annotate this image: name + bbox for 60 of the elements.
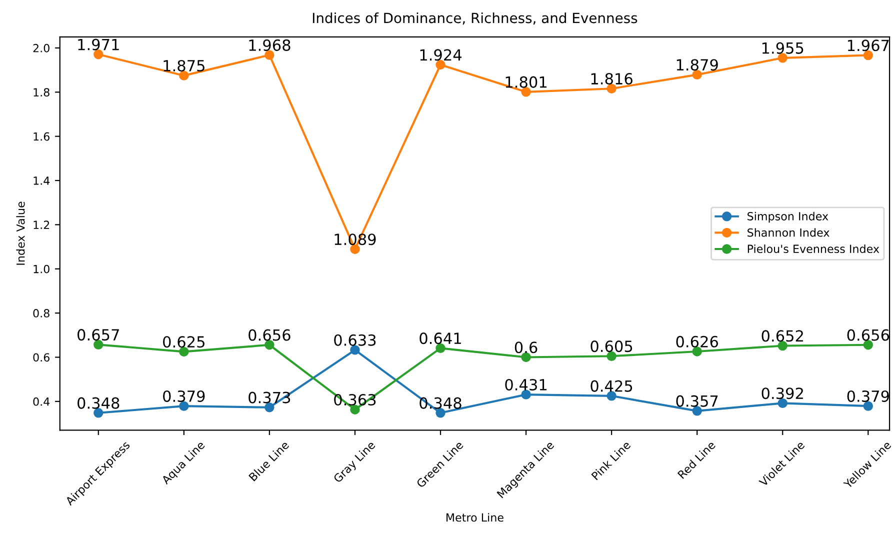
data-label: 0.425 xyxy=(590,380,632,392)
legend-label: Simpson Index xyxy=(748,212,828,223)
point xyxy=(606,391,616,401)
point xyxy=(606,84,616,94)
data-label: 0.6 xyxy=(514,342,538,354)
data-label: 0.656 xyxy=(847,329,890,341)
point xyxy=(94,408,104,418)
point xyxy=(692,346,702,356)
y-tick-label: 1.6 xyxy=(34,132,50,141)
data-label: 0.626 xyxy=(676,336,718,348)
data-label: 0.652 xyxy=(762,330,803,342)
data-label: 1.967 xyxy=(848,40,889,52)
point xyxy=(521,87,531,97)
point xyxy=(264,50,274,60)
point xyxy=(264,340,274,350)
data-label: 1.968 xyxy=(249,39,290,51)
data-label: 1.955 xyxy=(762,42,804,54)
point xyxy=(436,408,446,418)
data-label: 1.879 xyxy=(676,59,718,71)
data-label: 0.431 xyxy=(505,378,546,391)
data-label: 1.924 xyxy=(420,49,462,61)
point xyxy=(264,402,274,412)
chart-title: Indices of Dominance, Richness, and Evenness xyxy=(312,12,638,25)
point xyxy=(521,390,531,400)
point xyxy=(863,340,874,350)
data-label: 0.379 xyxy=(847,390,889,402)
data-label: 1.875 xyxy=(164,60,204,72)
y-tick-label: 2.0 xyxy=(33,44,50,52)
y-tick-label: 1.2 xyxy=(34,220,50,229)
data-label: 0.657 xyxy=(78,329,119,341)
y-tick-label: 0.6 xyxy=(33,353,50,362)
point xyxy=(179,401,189,411)
data-label: 0.357 xyxy=(676,395,718,407)
point xyxy=(350,404,360,414)
y-tick-label: 1.4 xyxy=(34,176,50,185)
y-tick-label: 0.8 xyxy=(33,309,50,318)
data-label: 0.392 xyxy=(762,388,803,400)
point xyxy=(863,401,874,411)
data-label: 1.971 xyxy=(78,38,119,50)
y-tick-label: 1.0 xyxy=(34,264,50,274)
data-label: 1.801 xyxy=(506,76,546,88)
y-axis-title: Index Value xyxy=(16,202,25,265)
legend-label: Pielou's Evenness Index xyxy=(748,244,880,254)
data-label: 1.816 xyxy=(591,72,632,85)
data-label: 0.625 xyxy=(163,336,204,348)
point xyxy=(179,70,189,80)
data-label: 0.656 xyxy=(248,329,290,341)
point xyxy=(94,50,104,60)
point xyxy=(692,406,702,416)
data-label: 0.641 xyxy=(420,332,461,344)
data-label: 0.348 xyxy=(78,397,120,409)
x-axis-title: Metro Line xyxy=(446,513,504,522)
data-label: 0.379 xyxy=(163,390,205,402)
point xyxy=(350,345,360,355)
data-label: 0.633 xyxy=(334,334,376,346)
data-label: 0.605 xyxy=(590,340,632,352)
point xyxy=(778,53,788,63)
y-tick-label: 0.4 xyxy=(33,397,50,406)
y-tick-label: 1.8 xyxy=(34,88,50,97)
legend-label: Shannon Index xyxy=(748,228,830,237)
